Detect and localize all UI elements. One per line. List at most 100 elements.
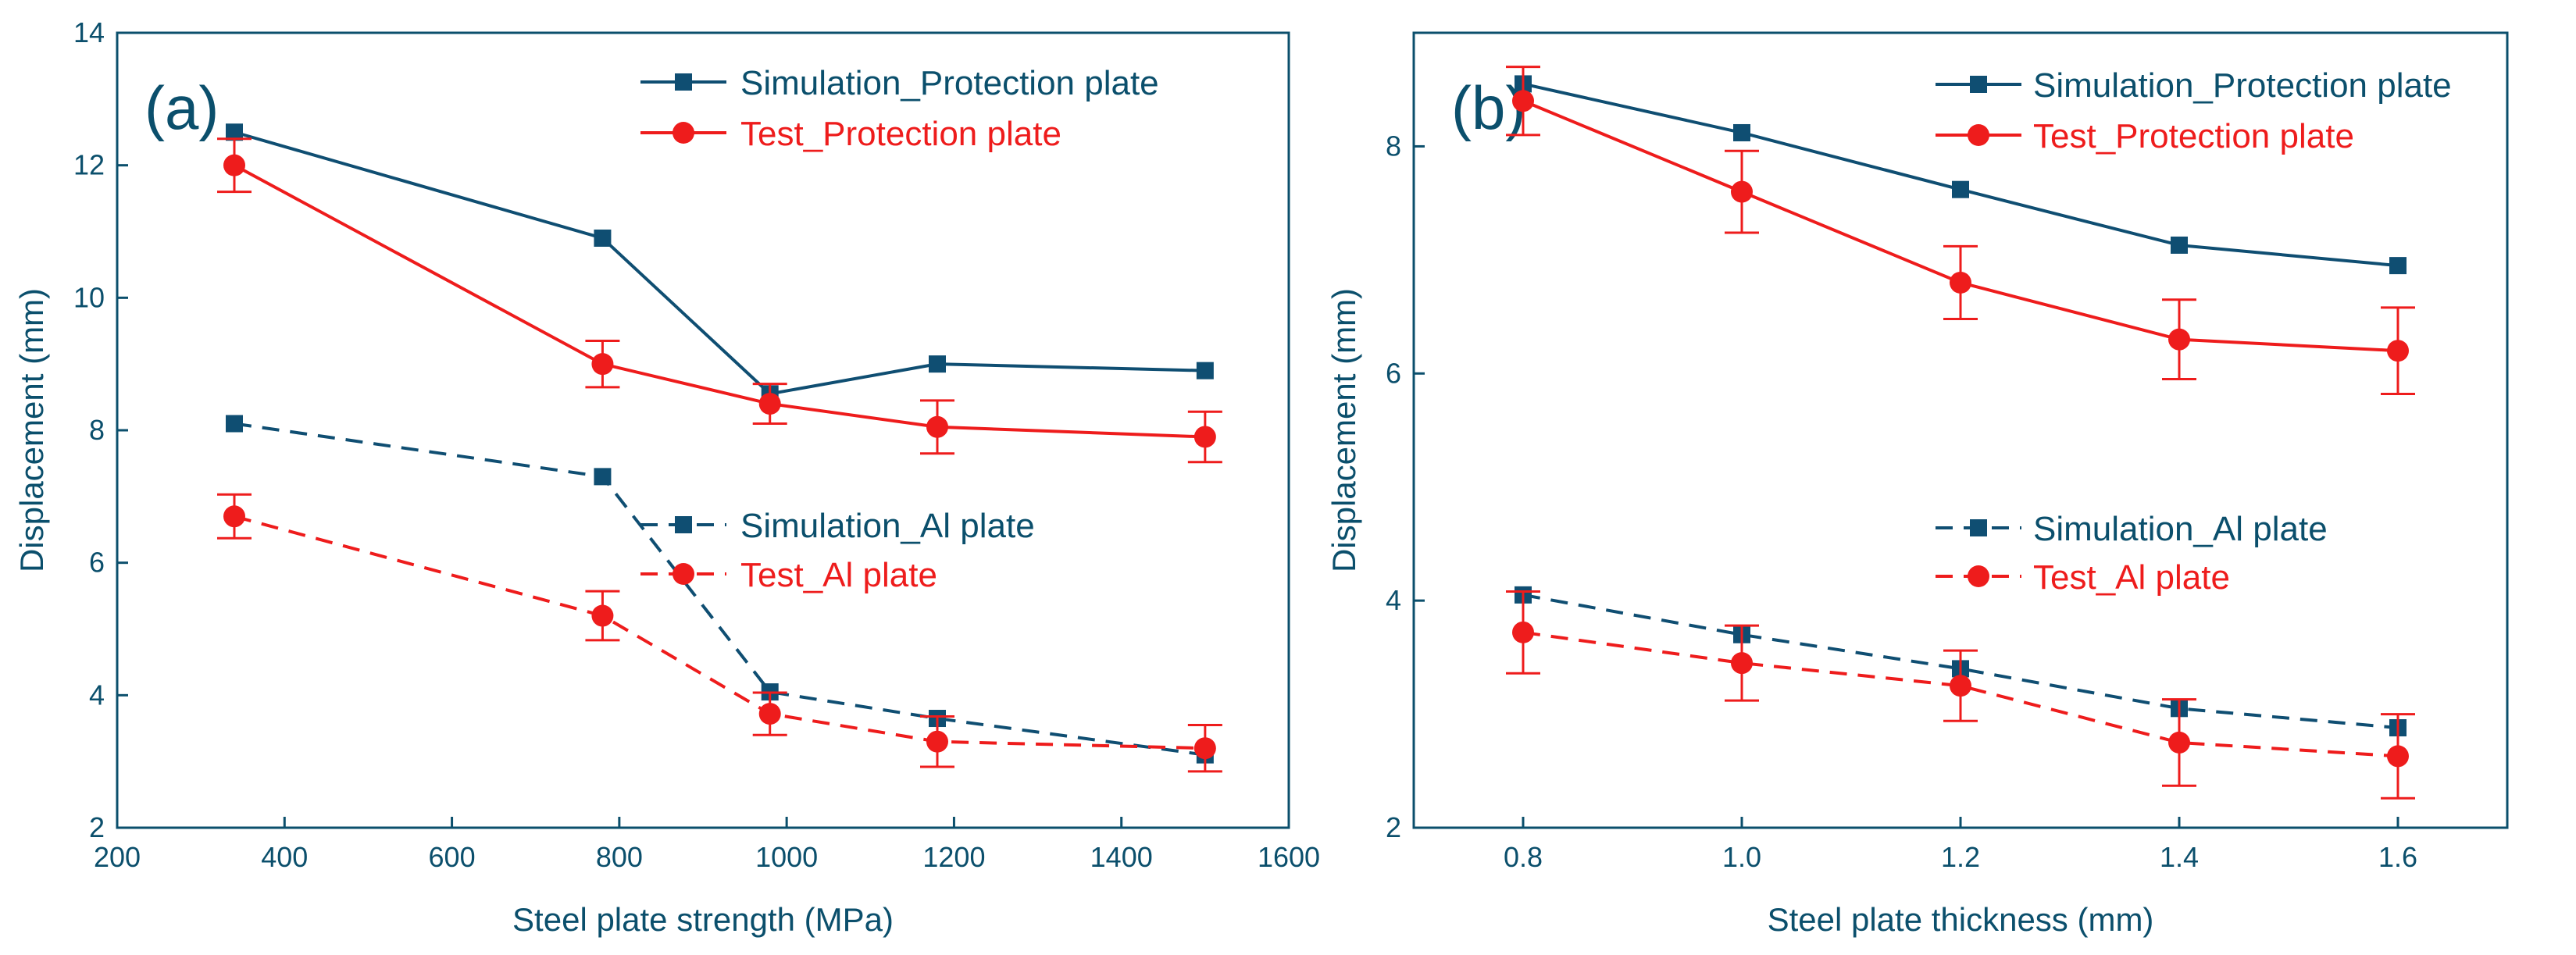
legend-label-test-protection-a: Test_Protection plate: [740, 115, 1061, 153]
series-line: [1522, 82, 2399, 268]
x-tick-label: 1.2: [1941, 841, 1980, 873]
legend-item-test-al-b: Test_Al plate: [1936, 558, 2230, 597]
x-tick-label: 1600: [1258, 841, 1320, 873]
legend-marker-square: [1970, 76, 1987, 93]
y-tick-label: 4: [1386, 584, 1401, 616]
x-axis-label-a: Steel plate strength (MPa): [512, 901, 894, 938]
y-tick-label: 2: [1386, 811, 1401, 843]
legend-label-test-al-b: Test_Al plate: [2033, 558, 2230, 597]
data-point-circle: [1950, 675, 1971, 697]
data-point-square: [1733, 123, 1750, 141]
legend-item-sim-al-a: Simulation_Al plate: [640, 507, 1035, 545]
data-point-circle: [1950, 271, 1971, 294]
legend-label-sim-al-a: Simulation_Al plate: [740, 507, 1035, 545]
data-point-square: [1196, 362, 1214, 380]
data-point-square: [594, 468, 612, 486]
y-tick-label: 8: [1386, 130, 1401, 162]
series-line: [234, 422, 1206, 757]
legend-item-sim-al-b: Simulation_Al plate: [1936, 510, 2328, 548]
series-a-3: [217, 493, 1222, 773]
legend-marker-square: [1970, 519, 1987, 536]
data-point-circle: [1731, 652, 1753, 675]
legend-marker-square: [675, 73, 692, 91]
data-point-circle: [1731, 180, 1753, 203]
y-tick-label: 6: [89, 547, 105, 579]
data-point-circle: [2168, 731, 2190, 754]
series-b: [1506, 66, 2415, 800]
legend-item-sim-protection-b: Simulation_Protection plate: [1936, 66, 2452, 105]
y-tick-label: 14: [73, 16, 105, 48]
data-point-circle: [758, 393, 781, 415]
axes-b: 0.8 1.0 1.2 1.4 1.6 2 4 6 8: [1386, 130, 2417, 873]
y-axis-label-a: Displacement (mm): [13, 288, 50, 572]
x-tick-label: 1000: [755, 841, 818, 873]
y-axis-label-b: Displacement (mm): [1325, 288, 1362, 572]
data-point-circle: [223, 154, 245, 176]
series-a: [217, 123, 1222, 773]
legend-marker-circle: [673, 122, 694, 144]
y-tick-label: 12: [73, 149, 105, 181]
legend-marker-circle: [1968, 565, 1989, 587]
data-point-circle: [591, 604, 614, 627]
series-a-2: [226, 415, 1214, 764]
data-point-circle: [1193, 737, 1216, 760]
legend-item-sim-protection-a: Simulation_Protection plate: [640, 64, 1159, 102]
series-line: [234, 163, 1205, 439]
x-tick-label: 600: [429, 841, 476, 873]
legend-item-test-protection-b: Test_Protection plate: [1936, 117, 2354, 155]
series-a-0: [226, 123, 1214, 403]
legend-a: Simulation_Protection plate Test_Protect…: [640, 64, 1159, 594]
legend-item-test-protection-a: Test_Protection plate: [640, 115, 1061, 153]
y-tick-label: 4: [89, 679, 105, 711]
x-tick-label: 1400: [1090, 841, 1153, 873]
y-tick-label: 2: [89, 811, 105, 843]
data-point-square: [226, 415, 243, 433]
legend-b: Simulation_Protection plate Test_Protect…: [1936, 66, 2452, 597]
series-b-1: [1506, 66, 2415, 395]
data-point-square: [226, 123, 243, 141]
x-tick-label: 200: [94, 841, 141, 873]
y-tick-label: 8: [89, 414, 105, 446]
data-point-square: [1952, 180, 1969, 198]
data-point-square: [594, 229, 612, 247]
axes-a: 200 400 600 800 1000 1200 1400 1600 2 4 6 8 10 12 14: [73, 16, 1320, 873]
series-line: [234, 130, 1205, 396]
legend-item-test-al-a: Test_Al plate: [640, 556, 937, 594]
x-tick-label: 0.8: [1504, 841, 1543, 873]
panel-label-b: (b): [1451, 73, 1525, 142]
y-tick-label: 6: [1386, 357, 1401, 389]
series-line: [1522, 593, 2399, 730]
legend-label-sim-protection-b: Simulation_Protection plate: [2033, 66, 2452, 105]
legend-label-sim-al-b: Simulation_Al plate: [2033, 510, 2328, 548]
x-axis-label-b: Steel plate thickness (mm): [1768, 901, 2154, 938]
data-point-circle: [223, 505, 245, 528]
legend-marker-square: [675, 516, 692, 533]
data-point-circle: [758, 703, 781, 725]
data-point-square: [929, 355, 946, 373]
data-point-circle: [591, 353, 614, 376]
x-tick-label: 1.4: [2160, 841, 2199, 873]
series-a-1: [217, 137, 1222, 464]
data-point-square: [2389, 257, 2407, 275]
x-tick-label: 1.6: [2378, 841, 2417, 873]
panel-a: 200 400 600 800 1000 1200 1400 1600 2 4 6 8 10 12 14 (…: [13, 16, 1320, 938]
legend-marker-circle: [1968, 124, 1989, 146]
data-point-circle: [1512, 621, 1534, 643]
legend-label-sim-protection-a: Simulation_Protection plate: [740, 64, 1159, 102]
data-point-circle: [926, 415, 948, 438]
series-b-2: [1515, 586, 2407, 737]
data-point-circle: [2387, 745, 2409, 768]
data-point-circle: [1193, 426, 1216, 448]
series-b-0: [1515, 75, 2407, 275]
series-b-3: [1506, 590, 2415, 800]
data-point-circle: [2168, 328, 2190, 351]
panel-label-a: (a): [144, 73, 219, 142]
series-line: [234, 515, 1205, 750]
legend-label-test-al-a: Test_Al plate: [740, 556, 937, 594]
x-tick-label: 1.0: [1722, 841, 1761, 873]
legend-label-test-protection-b: Test_Protection plate: [2033, 117, 2354, 155]
data-point-circle: [926, 730, 948, 753]
x-tick-label: 1200: [922, 841, 985, 873]
data-point-square: [2171, 236, 2188, 254]
